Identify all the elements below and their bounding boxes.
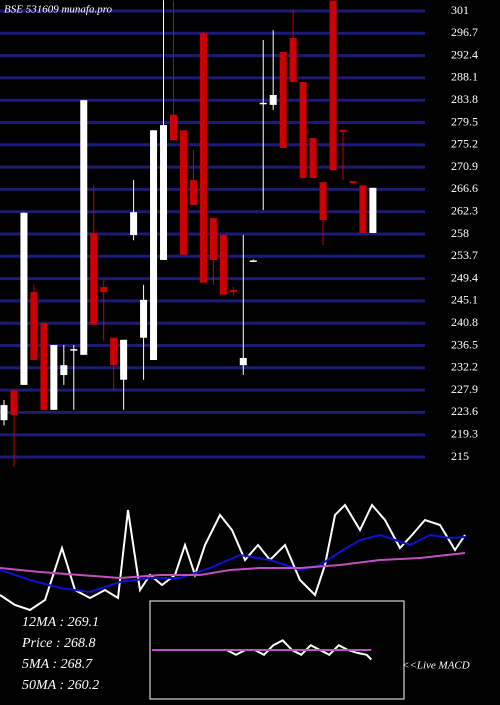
candle-body [239,357,247,366]
candle-body [80,100,88,355]
y-tick-label: 301 [451,3,469,17]
stat-line: 12MA : 269.1 [22,615,99,630]
y-tick-label: 236.5 [451,337,478,351]
y-tick-label: 283.8 [451,92,478,106]
indicator-line [0,533,466,594]
candle-body [179,130,187,255]
candle-body [100,286,108,293]
candle-body [219,235,227,295]
y-tick-label: 219.3 [451,426,478,440]
candle-body [209,217,217,260]
y-tick-label: 275.2 [451,137,478,151]
y-tick-label: 245.1 [451,293,478,307]
y-tick-label: 253.7 [451,248,478,262]
y-tick-label: 227.9 [451,382,478,396]
y-tick-label: 215 [451,449,469,463]
candle-body [70,349,78,351]
candle-body [0,405,8,421]
indicator-line [0,552,466,580]
candle-body [20,212,28,385]
y-tick-label: 258 [451,226,469,240]
candle-body [319,182,327,220]
candle-body [60,365,68,376]
candle-body [359,185,367,233]
y-tick-label: 262.3 [451,203,478,217]
y-tick-label: 232.2 [451,360,478,374]
y-tick-label: 266.6 [451,181,478,195]
candle-body [130,212,138,236]
candle-body [249,260,257,262]
candle-body [299,82,307,178]
macd-label: <<Live MACD [402,660,470,672]
stat-line: 5MA : 268.7 [22,657,93,672]
candle-body [110,337,118,366]
candle-body [160,125,168,260]
candle-body [120,339,128,380]
chart-title: BSE 531609 munafa.pro [4,4,113,16]
y-tick-label: 296.7 [451,25,478,39]
candle-body [50,344,58,410]
candle-body [199,32,207,283]
candle-body [259,102,267,105]
candle-body [189,180,197,205]
y-tick-label: 292.4 [451,47,478,61]
y-tick-label: 240.8 [451,315,478,329]
candle-body [309,138,317,178]
stat-line: Price : 268.8 [21,636,95,651]
candle-body [10,390,18,415]
candle-body [30,292,38,361]
candle-body [140,299,148,338]
candle-body [289,37,297,83]
candle-body [169,114,177,141]
y-tick-label: 288.1 [451,70,478,84]
candle-body [369,187,377,233]
candle-body [349,181,357,184]
y-tick-label: 249.4 [451,270,478,284]
y-tick-label: 223.6 [451,404,478,418]
candle-body [269,95,277,105]
candle-body [339,129,347,132]
candle-body [90,232,98,325]
candle-body [279,51,287,148]
candle-body [329,0,337,171]
y-tick-label: 279.5 [451,114,478,128]
y-tick-label: 270.9 [451,159,478,173]
candle-body [40,323,48,410]
indicator-line [0,503,466,612]
stat-line: 50MA : 260.2 [22,678,99,693]
candle-body [229,290,237,293]
candle-body [150,130,158,361]
